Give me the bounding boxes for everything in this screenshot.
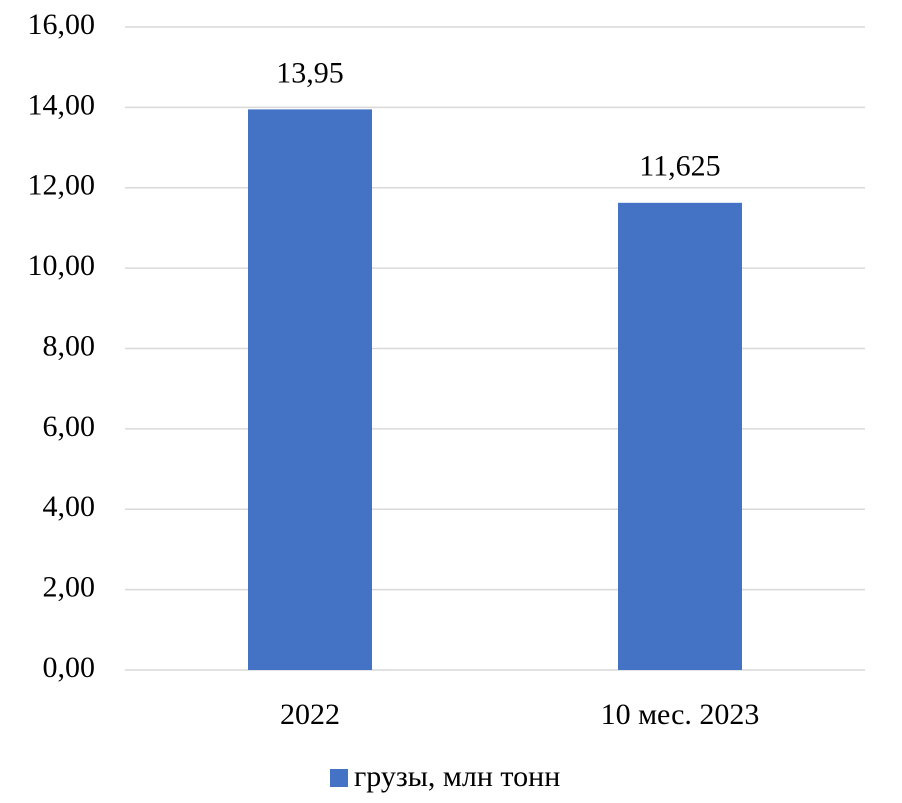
y-tick-label: 14,00 [28,88,96,121]
y-tick-label: 0,00 [43,651,96,684]
data-label: 13,95 [276,56,344,89]
x-tick-label: 10 мес. 2023 [601,698,760,731]
y-tick-label: 4,00 [43,490,96,523]
y-tick-label: 10,00 [28,249,96,282]
y-tick-label: 8,00 [43,329,96,362]
y-tick-label: 16,00 [28,8,96,41]
legend-label: грузы, млн тонн [354,760,560,793]
legend-swatch [330,769,348,787]
data-label: 11,625 [639,150,720,183]
y-tick-label: 2,00 [43,571,96,604]
y-tick-label: 12,00 [28,169,96,202]
bar [618,202,742,670]
y-tick-label: 6,00 [43,410,96,443]
bar [248,109,372,670]
x-tick-label: 2022 [280,698,340,731]
